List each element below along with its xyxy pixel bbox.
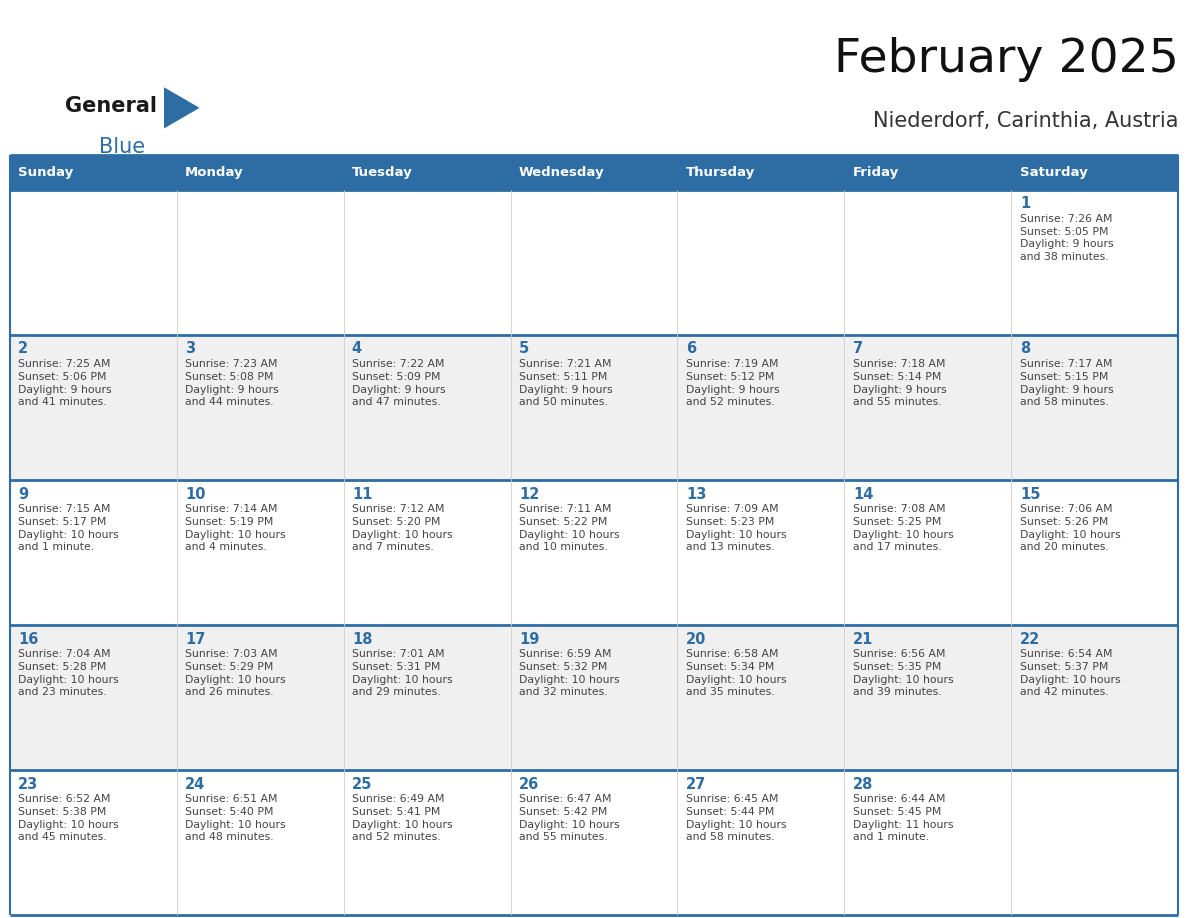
Text: 19: 19	[519, 632, 539, 646]
Text: Sunrise: 6:49 AM
Sunset: 5:41 PM
Daylight: 10 hours
and 52 minutes.: Sunrise: 6:49 AM Sunset: 5:41 PM Dayligh…	[352, 794, 453, 843]
Text: Sunrise: 7:17 AM
Sunset: 5:15 PM
Daylight: 9 hours
and 58 minutes.: Sunrise: 7:17 AM Sunset: 5:15 PM Dayligh…	[1019, 359, 1113, 408]
Text: February 2025: February 2025	[834, 37, 1178, 83]
Text: Friday: Friday	[853, 166, 899, 179]
Text: Sunrise: 7:06 AM
Sunset: 5:26 PM
Daylight: 10 hours
and 20 minutes.: Sunrise: 7:06 AM Sunset: 5:26 PM Dayligh…	[1019, 504, 1120, 553]
Text: Sunrise: 7:21 AM
Sunset: 5:11 PM
Daylight: 9 hours
and 50 minutes.: Sunrise: 7:21 AM Sunset: 5:11 PM Dayligh…	[519, 359, 613, 408]
Text: 12: 12	[519, 487, 539, 501]
Text: 8: 8	[1019, 341, 1030, 356]
Text: Blue: Blue	[99, 137, 145, 157]
Text: 13: 13	[685, 487, 706, 501]
Text: Sunrise: 7:15 AM
Sunset: 5:17 PM
Daylight: 10 hours
and 1 minute.: Sunrise: 7:15 AM Sunset: 5:17 PM Dayligh…	[18, 504, 119, 553]
Text: 17: 17	[185, 632, 206, 646]
Text: 16: 16	[18, 632, 38, 646]
Text: Sunrise: 7:11 AM
Sunset: 5:22 PM
Daylight: 10 hours
and 10 minutes.: Sunrise: 7:11 AM Sunset: 5:22 PM Dayligh…	[519, 504, 619, 553]
Text: 4: 4	[352, 341, 362, 356]
Text: Thursday: Thursday	[685, 166, 756, 179]
Text: Sunrise: 7:01 AM
Sunset: 5:31 PM
Daylight: 10 hours
and 29 minutes.: Sunrise: 7:01 AM Sunset: 5:31 PM Dayligh…	[352, 649, 453, 698]
Text: 25: 25	[352, 777, 372, 791]
Text: Sunrise: 6:59 AM
Sunset: 5:32 PM
Daylight: 10 hours
and 32 minutes.: Sunrise: 6:59 AM Sunset: 5:32 PM Dayligh…	[519, 649, 619, 698]
Text: 9: 9	[18, 487, 29, 501]
Text: Sunrise: 6:54 AM
Sunset: 5:37 PM
Daylight: 10 hours
and 42 minutes.: Sunrise: 6:54 AM Sunset: 5:37 PM Dayligh…	[1019, 649, 1120, 698]
Text: Sunrise: 6:47 AM
Sunset: 5:42 PM
Daylight: 10 hours
and 55 minutes.: Sunrise: 6:47 AM Sunset: 5:42 PM Dayligh…	[519, 794, 619, 843]
Text: Sunrise: 7:04 AM
Sunset: 5:28 PM
Daylight: 10 hours
and 23 minutes.: Sunrise: 7:04 AM Sunset: 5:28 PM Dayligh…	[18, 649, 119, 698]
Text: Sunrise: 6:51 AM
Sunset: 5:40 PM
Daylight: 10 hours
and 48 minutes.: Sunrise: 6:51 AM Sunset: 5:40 PM Dayligh…	[185, 794, 285, 843]
Text: 23: 23	[18, 777, 38, 791]
Text: Sunrise: 6:45 AM
Sunset: 5:44 PM
Daylight: 10 hours
and 58 minutes.: Sunrise: 6:45 AM Sunset: 5:44 PM Dayligh…	[685, 794, 786, 843]
Text: 18: 18	[352, 632, 372, 646]
Text: 14: 14	[853, 487, 873, 501]
Text: 24: 24	[185, 777, 206, 791]
Text: 3: 3	[185, 341, 195, 356]
Text: Sunrise: 7:19 AM
Sunset: 5:12 PM
Daylight: 9 hours
and 52 minutes.: Sunrise: 7:19 AM Sunset: 5:12 PM Dayligh…	[685, 359, 779, 408]
Text: Sunrise: 6:52 AM
Sunset: 5:38 PM
Daylight: 10 hours
and 45 minutes.: Sunrise: 6:52 AM Sunset: 5:38 PM Dayligh…	[18, 794, 119, 843]
Text: Sunrise: 7:03 AM
Sunset: 5:29 PM
Daylight: 10 hours
and 26 minutes.: Sunrise: 7:03 AM Sunset: 5:29 PM Dayligh…	[185, 649, 285, 698]
Text: Saturday: Saturday	[1019, 166, 1087, 179]
Text: Wednesday: Wednesday	[519, 166, 605, 179]
Text: 21: 21	[853, 632, 873, 646]
Text: Sunrise: 7:25 AM
Sunset: 5:06 PM
Daylight: 9 hours
and 41 minutes.: Sunrise: 7:25 AM Sunset: 5:06 PM Dayligh…	[18, 359, 112, 408]
Text: General: General	[65, 95, 157, 116]
Text: 11: 11	[352, 487, 372, 501]
Text: 6: 6	[685, 341, 696, 356]
Text: 1: 1	[1019, 196, 1030, 211]
Text: 15: 15	[1019, 487, 1041, 501]
Text: Sunrise: 7:14 AM
Sunset: 5:19 PM
Daylight: 10 hours
and 4 minutes.: Sunrise: 7:14 AM Sunset: 5:19 PM Dayligh…	[185, 504, 285, 553]
Text: Sunrise: 6:58 AM
Sunset: 5:34 PM
Daylight: 10 hours
and 35 minutes.: Sunrise: 6:58 AM Sunset: 5:34 PM Dayligh…	[685, 649, 786, 698]
Text: 5: 5	[519, 341, 529, 356]
Text: 26: 26	[519, 777, 539, 791]
Text: 2: 2	[18, 341, 29, 356]
Polygon shape	[164, 87, 200, 129]
Text: Niederdorf, Carinthia, Austria: Niederdorf, Carinthia, Austria	[873, 111, 1178, 131]
Text: Tuesday: Tuesday	[352, 166, 412, 179]
Text: Sunrise: 7:18 AM
Sunset: 5:14 PM
Daylight: 9 hours
and 55 minutes.: Sunrise: 7:18 AM Sunset: 5:14 PM Dayligh…	[853, 359, 947, 408]
Text: Sunrise: 7:08 AM
Sunset: 5:25 PM
Daylight: 10 hours
and 17 minutes.: Sunrise: 7:08 AM Sunset: 5:25 PM Dayligh…	[853, 504, 954, 553]
Text: Sunrise: 6:44 AM
Sunset: 5:45 PM
Daylight: 11 hours
and 1 minute.: Sunrise: 6:44 AM Sunset: 5:45 PM Dayligh…	[853, 794, 953, 843]
Text: Sunrise: 6:56 AM
Sunset: 5:35 PM
Daylight: 10 hours
and 39 minutes.: Sunrise: 6:56 AM Sunset: 5:35 PM Dayligh…	[853, 649, 954, 698]
Text: 27: 27	[685, 777, 706, 791]
Text: Monday: Monday	[185, 166, 244, 179]
Text: Sunday: Sunday	[18, 166, 74, 179]
Text: Sunrise: 7:23 AM
Sunset: 5:08 PM
Daylight: 9 hours
and 44 minutes.: Sunrise: 7:23 AM Sunset: 5:08 PM Dayligh…	[185, 359, 278, 408]
Text: 7: 7	[853, 341, 862, 356]
Text: Sunrise: 7:26 AM
Sunset: 5:05 PM
Daylight: 9 hours
and 38 minutes.: Sunrise: 7:26 AM Sunset: 5:05 PM Dayligh…	[1019, 214, 1113, 263]
Text: 22: 22	[1019, 632, 1040, 646]
Text: Sunrise: 7:12 AM
Sunset: 5:20 PM
Daylight: 10 hours
and 7 minutes.: Sunrise: 7:12 AM Sunset: 5:20 PM Dayligh…	[352, 504, 453, 553]
Text: 20: 20	[685, 632, 706, 646]
Text: Sunrise: 7:22 AM
Sunset: 5:09 PM
Daylight: 9 hours
and 47 minutes.: Sunrise: 7:22 AM Sunset: 5:09 PM Dayligh…	[352, 359, 446, 408]
Text: 10: 10	[185, 487, 206, 501]
Text: 28: 28	[853, 777, 873, 791]
Text: Sunrise: 7:09 AM
Sunset: 5:23 PM
Daylight: 10 hours
and 13 minutes.: Sunrise: 7:09 AM Sunset: 5:23 PM Dayligh…	[685, 504, 786, 553]
